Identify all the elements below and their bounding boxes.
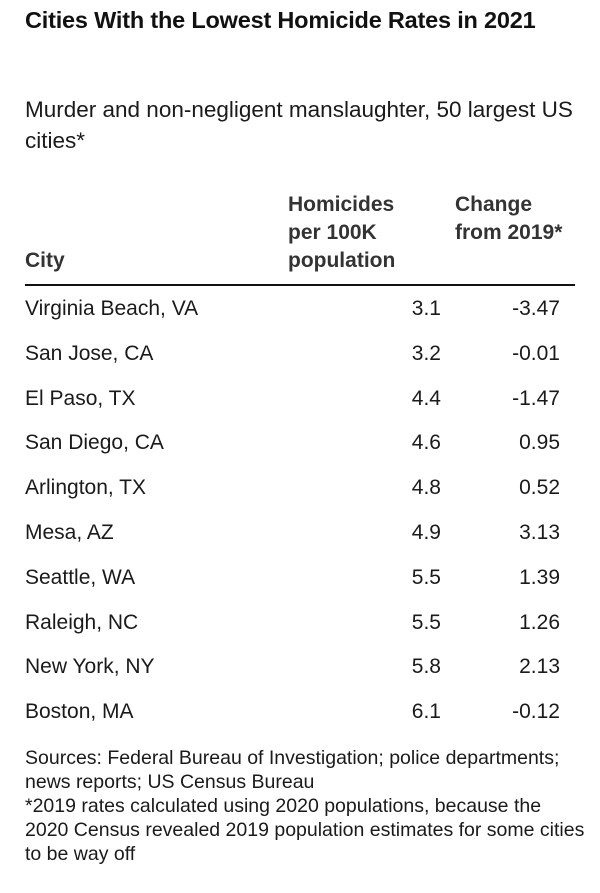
table-row: Seattle, WA 5.5 1.39 <box>0 556 600 601</box>
cell-rate: 4.8 <box>411 476 441 500</box>
cell-city: Mesa, AZ <box>25 520 114 544</box>
table-row: El Paso, TX 4.4 -1.47 <box>0 377 600 422</box>
footnote: *2019 rates calculated using 2020 popula… <box>25 795 585 865</box>
table-row: Mesa, AZ 4.9 3.13 <box>0 511 600 556</box>
cell-city: Seattle, WA <box>25 565 136 589</box>
cell-rate: 4.4 <box>411 386 441 410</box>
cell-change: 1.39 <box>519 565 560 589</box>
header-divider <box>25 284 575 286</box>
cell-rate: 6.1 <box>411 700 441 724</box>
cell-city: Boston, MA <box>25 700 134 724</box>
chart-footer: Sources: Federal Bureau of Investigation… <box>25 746 585 866</box>
cell-rate: 5.8 <box>411 655 441 679</box>
column-header-city: City <box>25 249 65 272</box>
table-body: Virginia Beach, VA 3.1 -3.47 San Jose, CA 3.… <box>0 287 600 735</box>
column-header-change: Change from 2019* <box>455 193 563 244</box>
table-row: New York, NY 5.8 2.13 <box>0 645 600 690</box>
cell-city: El Paso, TX <box>25 386 136 410</box>
cell-change: -3.47 <box>512 297 560 320</box>
cell-change: 2.13 <box>519 655 560 679</box>
cell-change: 0.52 <box>519 476 560 500</box>
cell-change: 1.26 <box>519 610 560 634</box>
cell-city: Arlington, TX <box>25 476 147 500</box>
table-row: Virginia Beach, VA 3.1 -3.47 <box>0 287 600 332</box>
cell-change: -1.47 <box>512 386 560 410</box>
table-row: San Diego, CA 4.6 0.95 <box>0 421 600 466</box>
cell-rate: 3.2 <box>411 341 441 365</box>
chart-title: Cities With the Lowest Homicide Rates in… <box>25 7 536 33</box>
cell-rate: 4.6 <box>411 431 441 455</box>
table-row: San Jose, CA 3.2 -0.01 <box>0 332 600 377</box>
cell-change: 3.13 <box>519 520 560 544</box>
cell-rate: 5.5 <box>411 565 441 589</box>
cell-city: San Jose, CA <box>25 341 154 365</box>
cell-change: -0.12 <box>512 700 560 724</box>
cell-rate: 4.9 <box>411 520 441 544</box>
table-row: Boston, MA 6.1 -0.12 <box>0 690 600 735</box>
cell-change: 0.95 <box>519 431 560 455</box>
table-row: Arlington, TX 4.8 0.52 <box>0 466 600 511</box>
cell-rate: 5.5 <box>411 610 441 634</box>
cell-city: Raleigh, NC <box>25 610 139 634</box>
cell-rate: 3.1 <box>411 297 441 320</box>
cell-city: Virginia Beach, VA <box>25 297 199 320</box>
chart-subtitle: Murder and non-negligent manslaughter, 5… <box>25 97 573 153</box>
table-row: Raleigh, NC 5.5 1.26 <box>0 601 600 646</box>
cell-city: New York, NY <box>25 655 155 679</box>
cell-city: San Diego, CA <box>25 431 164 455</box>
column-header-rate: Homicides per 100K population <box>288 193 396 272</box>
cell-change: -0.01 <box>512 341 560 365</box>
sources-note: Sources: Federal Bureau of Investigation… <box>25 747 560 793</box>
